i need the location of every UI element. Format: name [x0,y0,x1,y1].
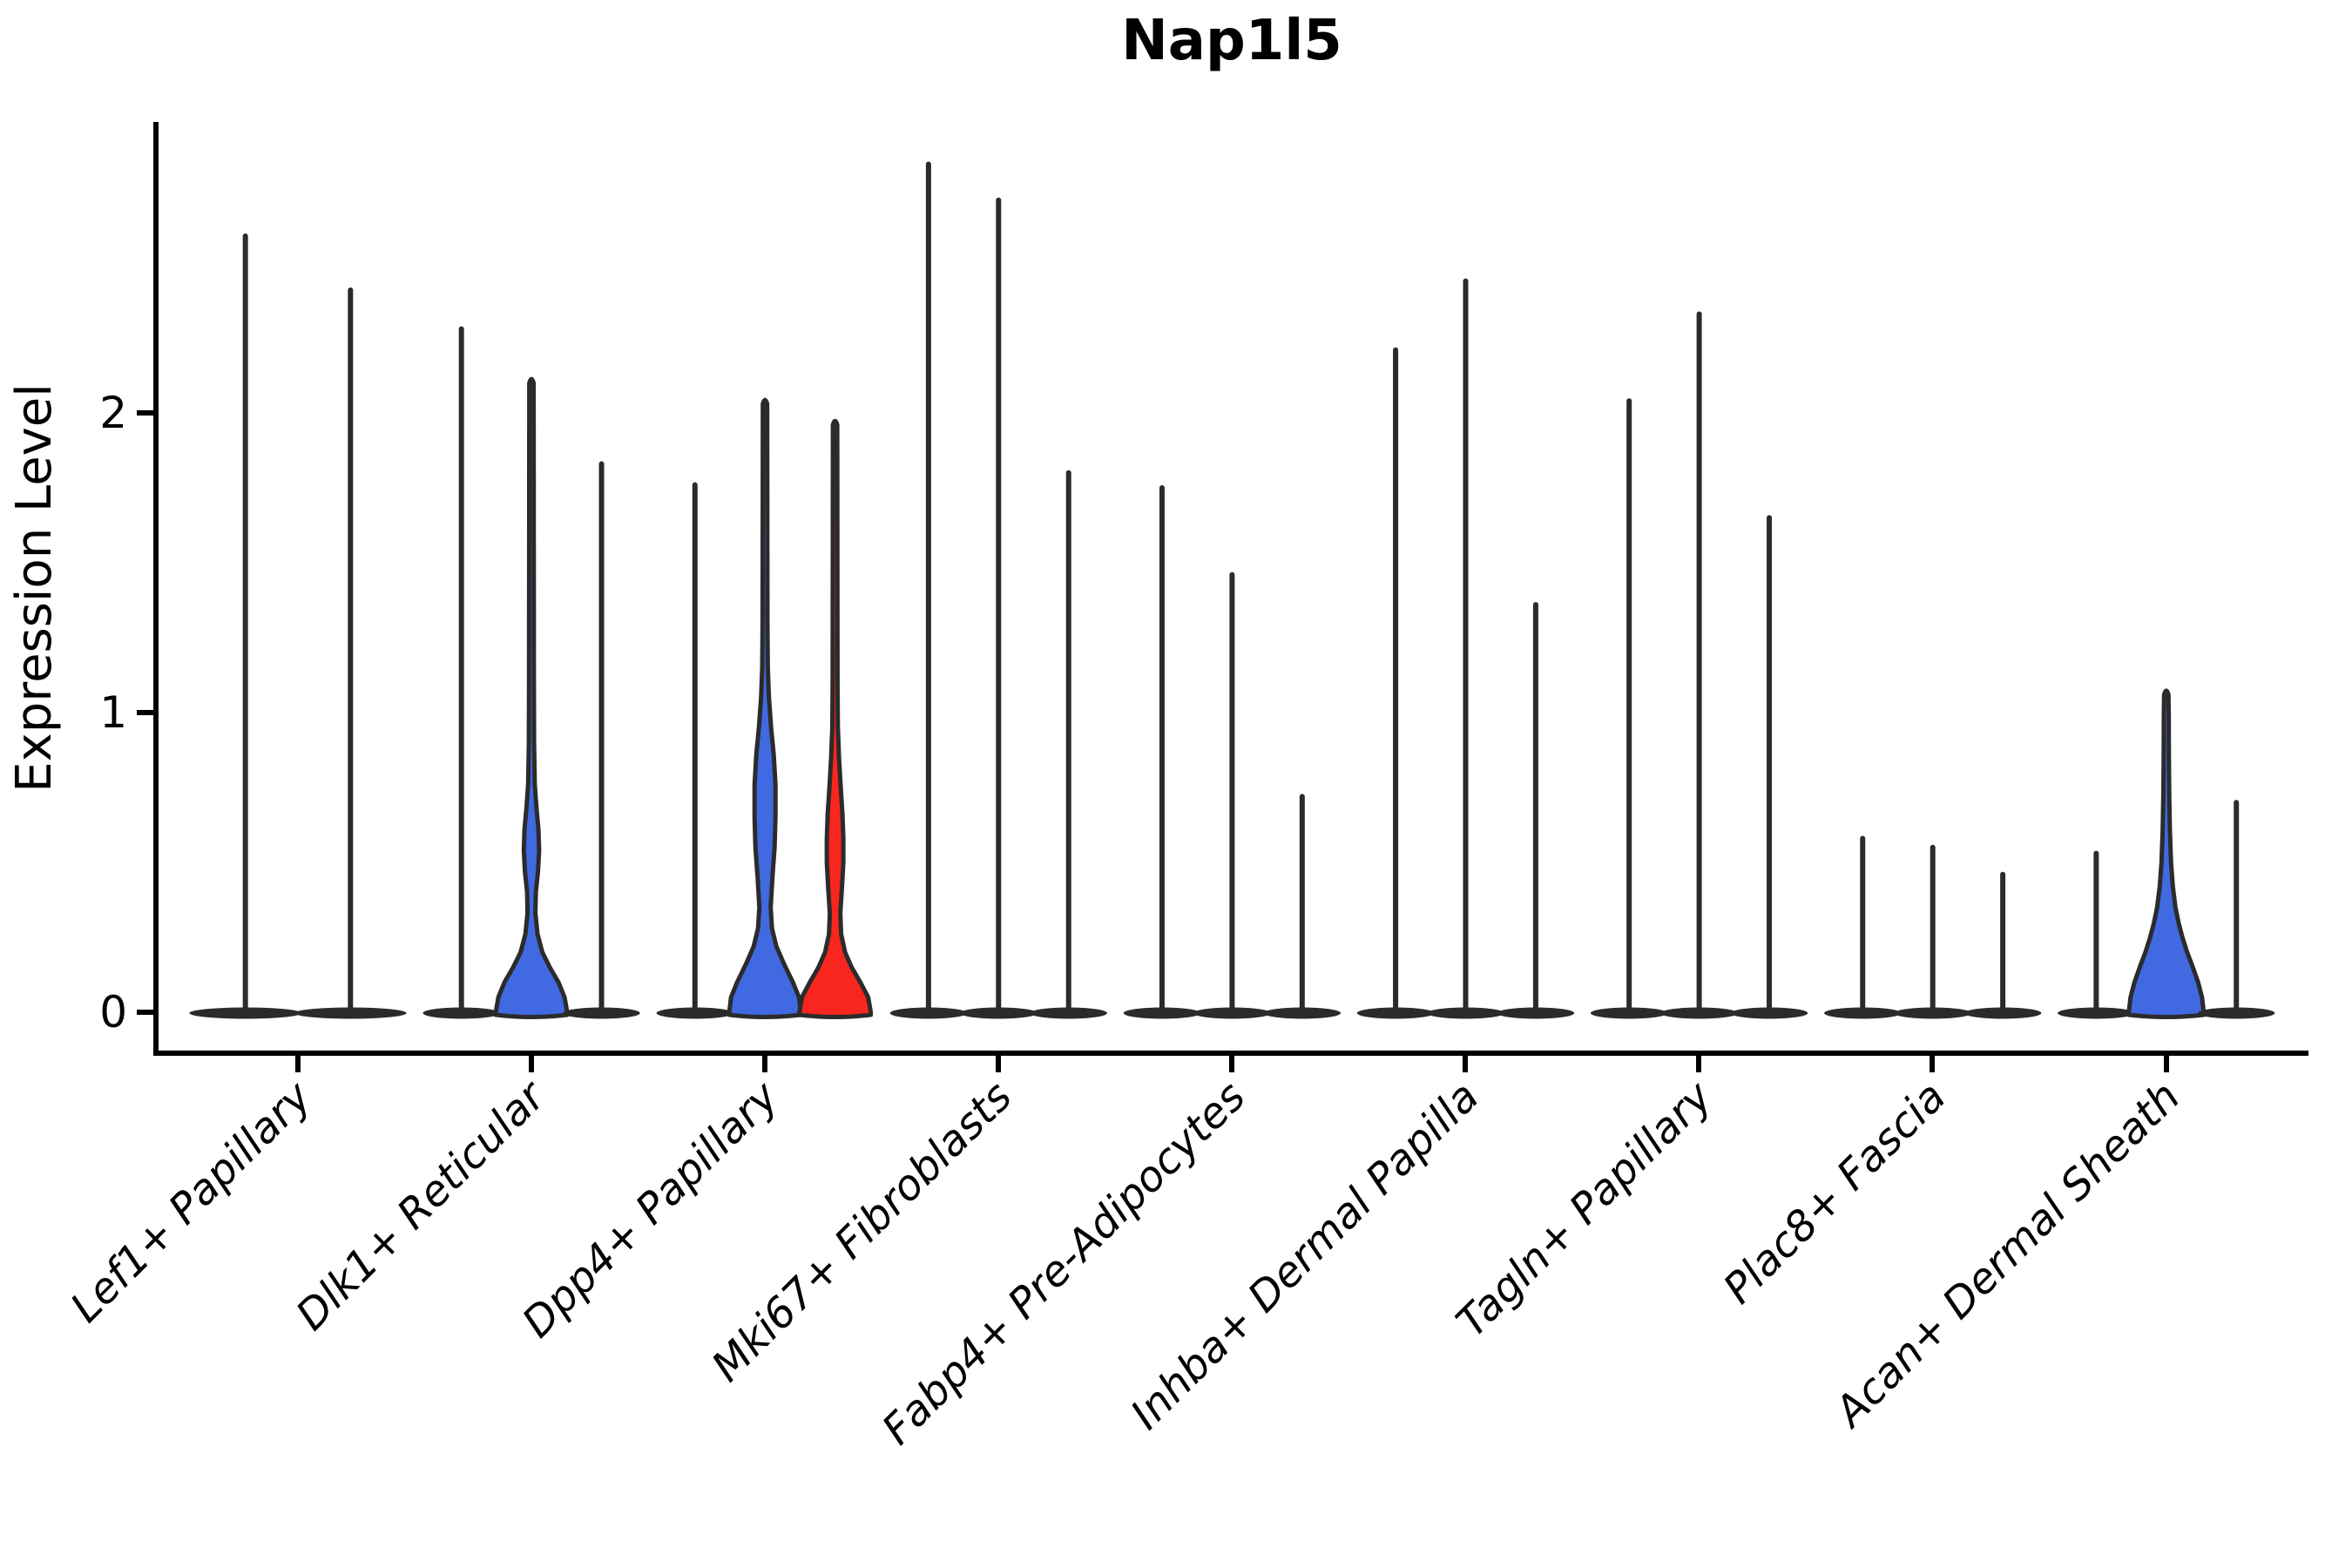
x-tick-label: Dpp4+ Papillary [513,1071,788,1347]
violin-blue [493,376,570,1019]
y-tick-label-0: 0 [99,987,127,1037]
x-tick-label: Tagln+ Papillary [1447,1071,1722,1347]
violin-blue [2126,688,2207,1019]
violin-red [797,418,874,1019]
x-tick-label: Lef1+ Papillary [61,1071,321,1332]
x-tick-label: Dlk1+ Reticular [287,1071,557,1341]
y-axis-label: Expression Level [6,383,63,793]
violin-series [189,161,2275,1019]
x-tick-label: Plac8+ Fascia [1714,1072,1956,1314]
chart-title: Nap1l5 [1121,9,1342,73]
y-tick-label-1: 1 [99,687,127,738]
violin-blue [727,397,803,1019]
y-tick-label-2: 2 [99,388,127,438]
